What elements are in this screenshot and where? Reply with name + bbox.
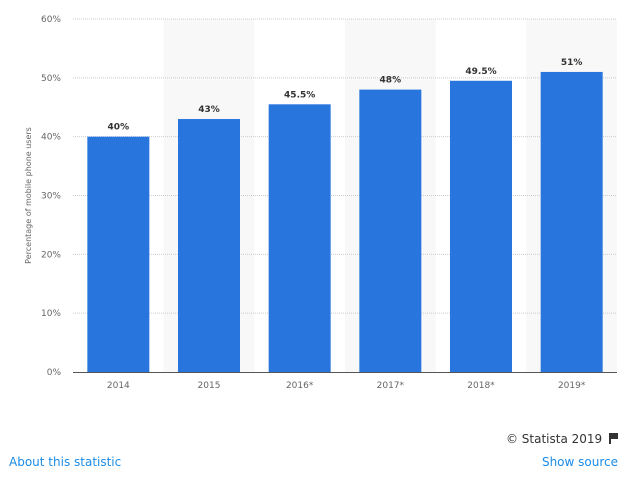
bar: [178, 119, 240, 373]
y-tick-label: 40%: [41, 133, 61, 143]
y-tick-label: 50%: [41, 74, 61, 84]
data-label: 49.5%: [465, 67, 496, 77]
statista-credit: © Statista 2019: [506, 432, 618, 446]
bar: [268, 104, 331, 372]
x-tick-label: 2016*: [286, 381, 314, 391]
data-label: 45.5%: [284, 90, 315, 100]
y-tick-label: 60%: [41, 15, 61, 25]
data-label: 51%: [561, 58, 583, 68]
x-tick-label: 2018*: [467, 381, 495, 391]
flag-icon-banner: [611, 433, 618, 439]
x-tick-label: 2015: [198, 381, 221, 391]
x-tick-label: 2014: [107, 381, 130, 391]
data-label: 40%: [108, 123, 130, 133]
bar-chart: 0% 10% 20% 30% 40% 50% 60% Percentage of mobile…: [24, 15, 617, 391]
data-label: 43%: [198, 105, 220, 115]
y-tick-label: 30%: [41, 192, 61, 202]
credit-text: © Statista 2019: [505, 432, 603, 446]
y-tick-label: 0%: [47, 368, 62, 378]
data-label: 48%: [380, 76, 402, 86]
y-axis-label: Percentage of mobile phone users: [24, 127, 33, 264]
x-tick-label: 2017*: [377, 381, 405, 391]
y-tick-label: 10%: [41, 309, 61, 319]
show-source-link[interactable]: Show source: [541, 455, 618, 469]
bar: [87, 136, 150, 372]
bar: [359, 89, 422, 372]
y-tick-label: 20%: [41, 250, 61, 260]
bar: [540, 71, 603, 372]
about-statistic-link[interactable]: About this statistic: [9, 455, 122, 469]
x-tick-label: 2019*: [558, 381, 586, 391]
flag-icon[interactable]: [609, 433, 611, 444]
bar: [450, 80, 512, 373]
